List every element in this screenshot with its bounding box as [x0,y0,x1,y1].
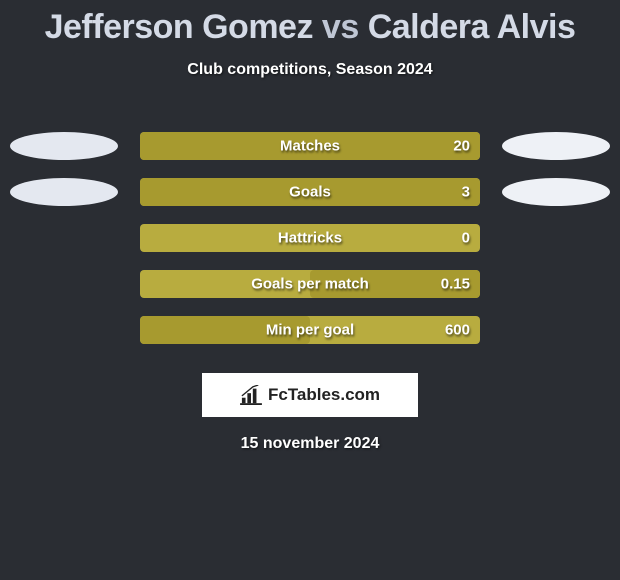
player2-ellipse [502,178,610,206]
player1-ellipse [10,132,118,160]
stat-value: 0 [462,230,470,247]
stat-label: Hattricks [278,230,342,247]
bar-chart-icon [240,385,262,405]
stat-label: Goals per match [251,276,369,293]
player1-ellipse [10,178,118,206]
vs-separator: vs [322,8,359,46]
stat-row: Goals per match 0.15 [0,261,620,307]
stat-label: Matches [280,138,340,155]
stat-value: 3 [462,184,470,201]
player2-name: Caldera Alvis [368,8,576,46]
player2-ellipse [502,132,610,160]
stat-bar: Goals 3 [140,178,480,206]
stat-rows-container: Matches 20 Goals 3 Hattricks 0 Goals per match… [0,123,620,353]
stat-value: 20 [453,138,470,155]
stat-value: 0.15 [441,276,470,293]
stat-bar: Matches 20 [140,132,480,160]
stat-bar: Goals per match 0.15 [140,270,480,298]
stat-row: Matches 20 [0,123,620,169]
subtitle: Club competitions, Season 2024 [0,61,620,79]
stat-row: Hattricks 0 [0,215,620,261]
stat-value: 600 [445,322,470,339]
player1-name: Jefferson Gomez [45,8,313,46]
stat-row: Goals 3 [0,169,620,215]
stat-label: Goals [289,184,331,201]
brand-box: FcTables.com [202,373,418,417]
date-text: 15 november 2024 [0,435,620,453]
comparison-title: Jefferson Gomez vs Caldera Alvis [0,0,620,47]
stat-bar: Min per goal 600 [140,316,480,344]
stat-label: Min per goal [266,322,354,339]
stat-row: Min per goal 600 [0,307,620,353]
brand-text: FcTables.com [268,385,380,405]
stat-bar: Hattricks 0 [140,224,480,252]
